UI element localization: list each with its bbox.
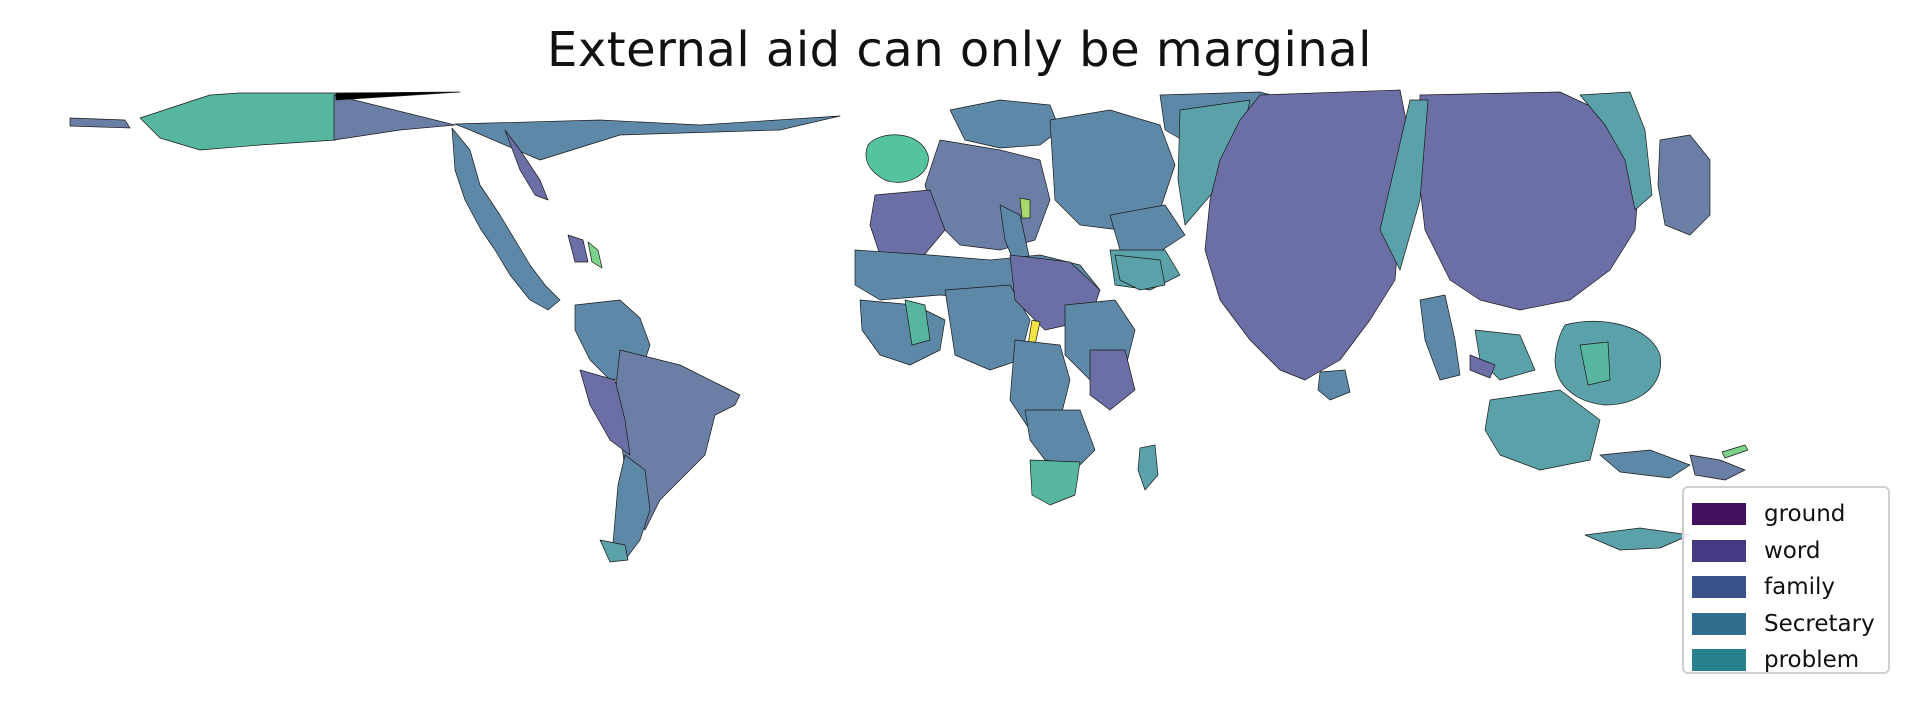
map-title: External aid can only be marginal [547, 22, 1372, 78]
legend-item: problem [1692, 642, 1888, 679]
legend-swatch-secretary [1692, 612, 1746, 635]
region-peru [579, 369, 631, 456]
legend-item: word [1692, 533, 1888, 570]
legend-swatch-ground [1692, 503, 1746, 526]
region-russia-east [1579, 91, 1653, 211]
region-canada [333, 94, 456, 141]
region-south-africa [1029, 459, 1081, 506]
region-uk [865, 134, 929, 183]
region-west-africa [859, 299, 946, 366]
region-papua [1689, 454, 1746, 481]
legend-label-family: family [1764, 574, 1835, 601]
legend: ground word family Secretary problem [1682, 486, 1890, 674]
region-rwanda-yellow [1027, 319, 1041, 346]
region-central-small [504, 129, 549, 201]
region-timor [1599, 449, 1691, 479]
legend-item: Secretary [1692, 606, 1888, 643]
legend-label-problem: problem [1764, 647, 1860, 674]
legend-swatch-problem [1692, 649, 1746, 672]
region-greenland-strip [454, 115, 841, 161]
region-caribbean [567, 234, 589, 263]
region-west-strip [69, 117, 131, 129]
region-pacific-green [1721, 444, 1749, 459]
region-usa-mexico [451, 127, 561, 311]
legend-swatch-family [1692, 576, 1746, 599]
legend-label-secretary: Secretary [1764, 610, 1875, 637]
region-turkey-caucasus [1109, 204, 1186, 256]
region-sri-lanka [1317, 369, 1351, 401]
region-japan-korea [1657, 134, 1711, 236]
region-indonesia [1484, 389, 1601, 471]
legend-item: family [1692, 569, 1888, 606]
legend-label-ground: ground [1764, 501, 1846, 528]
region-haiti [587, 241, 603, 269]
region-spain-france [869, 189, 946, 261]
region-central-europe [924, 139, 1051, 251]
region-cambodia [1469, 354, 1496, 379]
region-arctic-dark [335, 91, 461, 101]
region-south-central-africa [1024, 409, 1096, 466]
legend-item: ground [1692, 496, 1888, 533]
region-balkan-bright [1019, 197, 1031, 219]
region-philippines-green [1579, 341, 1611, 386]
region-horn-africa [1114, 254, 1166, 291]
region-alaska [139, 92, 337, 151]
legend-swatch-word [1692, 539, 1746, 562]
region-pacific-islands [1584, 527, 1691, 551]
region-scandinavia [949, 99, 1061, 149]
region-pakistan-wedge [1379, 99, 1429, 271]
region-myanmar-thailand [1419, 294, 1461, 381]
region-india [1204, 89, 1411, 381]
region-east-africa [1089, 349, 1136, 411]
legend-label-word: word [1764, 537, 1821, 564]
region-madagascar [1137, 444, 1159, 491]
region-patagonia [599, 539, 629, 563]
region-west-africa-green [904, 299, 931, 346]
